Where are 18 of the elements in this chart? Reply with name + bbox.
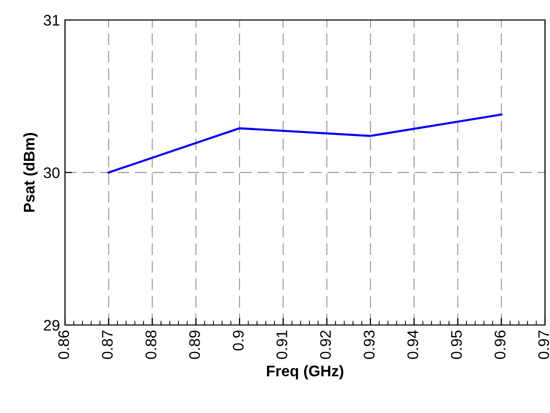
x-tick-label: 0.96 bbox=[494, 330, 506, 359]
x-tick-label: 0.93 bbox=[364, 330, 375, 359]
line-series bbox=[108, 114, 502, 174]
x-tick-label: 0.97 bbox=[538, 330, 550, 359]
x-tick-label: 0.95 bbox=[451, 330, 462, 359]
x-tick-label: 0.87 bbox=[102, 330, 113, 359]
y-axis-title: Psat (dBm) bbox=[23, 132, 38, 212]
x-tick-label: 0.89 bbox=[189, 330, 200, 359]
y-tick-label: 29 bbox=[44, 320, 60, 331]
x-tick-label: 0.9 bbox=[232, 330, 244, 350]
x-tick-label: 0.88 bbox=[146, 330, 156, 359]
y-tick-label: 30 bbox=[44, 167, 60, 178]
x-axis-title: Freq (GHz) bbox=[266, 365, 344, 380]
x-tick-label: 0.92 bbox=[320, 330, 331, 359]
x-tick-label: 0.94 bbox=[407, 330, 418, 359]
y-tick-label: 31 bbox=[44, 14, 60, 26]
x-tick-label: 0.91 bbox=[276, 330, 288, 359]
x-tick-label: 0.86 bbox=[58, 330, 70, 359]
